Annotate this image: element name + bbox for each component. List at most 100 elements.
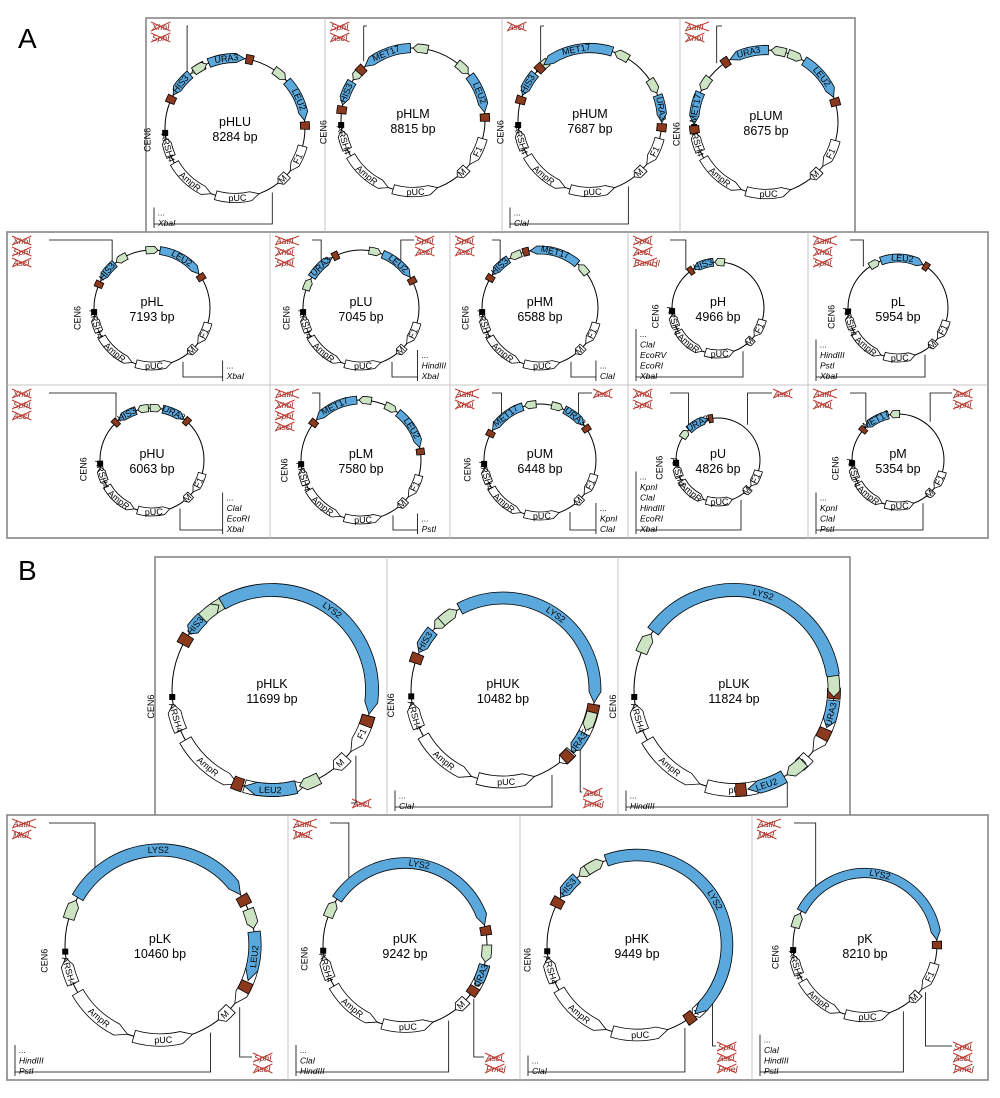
lys2-terminator <box>358 713 376 729</box>
puc-label: pUC <box>145 507 164 518</box>
strike-mark <box>11 818 37 829</box>
ura3-terminator <box>580 423 592 434</box>
m13-element <box>396 343 408 356</box>
ura3-label: URA3 <box>161 403 187 422</box>
strike-mark <box>274 388 300 399</box>
leu2-promoter <box>145 246 159 255</box>
f1-origin <box>646 136 665 166</box>
arsh4-element <box>60 957 80 987</box>
plasmid-size: 7580 bp <box>338 462 383 476</box>
plasmid-size: 7193 bp <box>129 310 174 324</box>
puc-origin <box>744 186 792 200</box>
site-leader-line <box>636 499 742 531</box>
ura3-promoter <box>480 944 493 963</box>
unique-site-ellipsis: ... <box>640 329 647 339</box>
strike-mark <box>684 21 710 32</box>
ura3-terminator <box>558 748 576 765</box>
cen6-label: CEN6 <box>463 458 473 482</box>
plasmid-name: pLUM <box>749 109 782 123</box>
plasmid-name: pHLK <box>256 677 288 691</box>
site-leader-line <box>579 750 582 793</box>
ura3-terminator <box>244 53 255 66</box>
strike-mark <box>454 235 475 246</box>
leu2-terminator <box>299 121 310 130</box>
plasmid-size: 8815 bp <box>390 122 435 136</box>
leu2-label: LEU2 <box>259 785 282 795</box>
f1-origin <box>750 469 763 487</box>
site-leader-line <box>400 239 414 261</box>
f1-origin <box>936 319 951 340</box>
unique-site-psti: PstI <box>422 524 437 534</box>
lys2-label: LYS2 <box>148 845 170 855</box>
cen6-marker <box>162 129 169 136</box>
ura3-promoter <box>149 404 162 413</box>
unique-site-ellipsis: ... <box>300 1045 307 1055</box>
unique-site-hindiii: HindIII <box>19 1056 44 1066</box>
puc-origin <box>131 1029 194 1047</box>
leu2-promoter <box>454 59 469 75</box>
cen6-label: CEN6 <box>386 693 396 717</box>
strike-mark <box>772 388 793 399</box>
site-leader-line <box>816 354 926 378</box>
panel-letter-a: A <box>18 23 37 54</box>
unique-site-psti: PstI <box>820 524 835 534</box>
leu2-gene <box>159 246 200 275</box>
cen6-marker <box>298 461 305 468</box>
arsh4-label: ARSH4 <box>159 131 177 163</box>
his3-gene <box>117 406 138 421</box>
arsh4-element <box>844 314 857 331</box>
unique-site-ellipsis: ... <box>630 791 637 801</box>
puc-origin <box>380 1018 434 1033</box>
ampr-gene <box>169 160 212 195</box>
strike-mark <box>252 1063 273 1074</box>
site-leader-line <box>49 239 113 261</box>
cen6-marker <box>481 460 488 467</box>
ura3-promoter <box>582 710 598 731</box>
unique-site-ellipsis: ... <box>514 208 521 218</box>
his3-gene <box>172 70 194 96</box>
ura3-promoter <box>301 278 313 292</box>
unique-site-hindiii: HindIII <box>764 1056 789 1066</box>
his3-promoter <box>509 249 523 261</box>
plasmid-pHLK: F1MpUCAmpRARSH4CEN6HIS3LYS2LEU2pHLK11699… <box>146 556 388 816</box>
site-leader-line <box>794 822 817 887</box>
strike-mark <box>952 388 973 399</box>
leu2-gene <box>747 770 788 794</box>
met17-gene <box>689 90 706 126</box>
strike-mark <box>454 399 475 410</box>
plasmid-size: 9449 bp <box>614 947 659 961</box>
plasmid-name: pHLM <box>396 107 429 121</box>
unique-site-ecori: EcoRI <box>227 514 251 524</box>
ampr-gene <box>179 736 239 786</box>
plasmid-size: 4826 bp <box>695 462 740 476</box>
site-leader-line <box>816 503 924 531</box>
ura3-promoter <box>678 430 690 441</box>
ura3-terminator <box>330 250 341 262</box>
arsh4-element <box>543 956 561 985</box>
plasmid-size: 8284 bp <box>212 130 257 144</box>
panel-letter-b: B <box>18 555 37 586</box>
puc-label: pUC <box>354 361 373 372</box>
his3-gene <box>559 873 582 898</box>
f1-label: F1 <box>406 327 420 341</box>
leu2-terminator <box>921 261 932 272</box>
plasmid-name: pUM <box>527 447 553 461</box>
f1-label: F1 <box>648 145 662 159</box>
f1-origin <box>933 470 947 489</box>
site-leader-line <box>351 755 357 804</box>
cen6-label: CEN6 <box>318 120 328 144</box>
lys2-terminator <box>931 940 943 950</box>
site-leader-line <box>570 361 596 378</box>
met17-promoter <box>699 74 714 91</box>
plasmid-cell-border <box>751 814 989 1081</box>
unique-site-ellipsis: ... <box>764 1035 771 1045</box>
leu2-gene <box>394 409 422 449</box>
unique-site-psti: PstI <box>764 1066 779 1076</box>
f1-origin <box>289 144 308 172</box>
cen6-label: CEN6 <box>280 458 290 482</box>
ura3-terminator <box>815 726 833 743</box>
